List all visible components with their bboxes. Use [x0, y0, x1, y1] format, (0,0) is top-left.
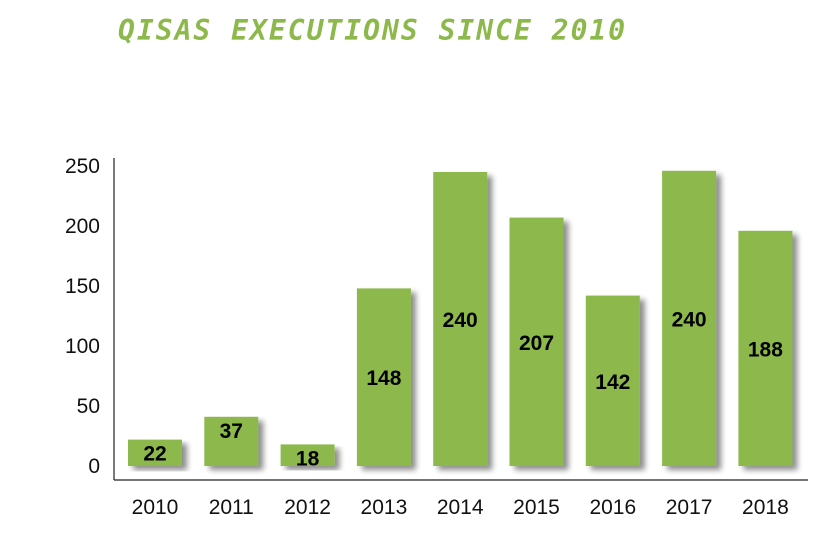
data-labels-group: 22 37 18 148 240 207 142 240 188 — [143, 308, 783, 470]
data-label-2016: 142 — [595, 371, 630, 394]
x-tick-label-2014: 2014 — [437, 496, 484, 519]
data-label-2015: 207 — [519, 332, 554, 355]
y-tick-label-150: 150 — [65, 275, 100, 298]
data-label-2014: 240 — [443, 309, 478, 332]
bar-2015 — [509, 217, 564, 466]
x-tick-label-2016: 2016 — [589, 496, 636, 519]
bar-2010 — [128, 439, 182, 466]
bar-2013 — [356, 288, 411, 466]
bar-2017 — [662, 170, 717, 467]
y-tick-label-250: 250 — [65, 155, 100, 178]
y-tick-label-50: 50 — [77, 395, 100, 418]
data-label-2010: 22 — [143, 443, 166, 466]
y-tick-label-200: 200 — [65, 215, 100, 238]
x-tick-label-2013: 2013 — [361, 496, 408, 519]
x-tick-label-2012: 2012 — [284, 496, 331, 519]
x-axis-tick-labels: 2010 2011 2012 2013 2014 2015 2016 2017 2018 — [132, 496, 789, 519]
data-label-2018: 188 — [748, 338, 783, 361]
bars-group — [128, 170, 793, 467]
x-tick-label-2011: 2011 — [209, 496, 254, 519]
bar-2018 — [738, 230, 793, 466]
y-tick-label-100: 100 — [65, 335, 100, 358]
bar-2011 — [204, 416, 259, 466]
data-label-2011: 37 — [220, 420, 243, 443]
data-label-2013: 148 — [366, 367, 401, 390]
x-tick-label-2018: 2018 — [742, 496, 789, 519]
bar-2012 — [280, 444, 335, 466]
x-tick-label-2017: 2017 — [666, 496, 713, 519]
bar-2014 — [433, 172, 488, 466]
bar-2016 — [585, 295, 640, 466]
chart-title: QISAS EXECUTIONS SINCE 2010 — [118, 14, 628, 47]
y-tick-label-0: 0 — [88, 455, 100, 478]
x-tick-label-2015: 2015 — [513, 496, 560, 519]
data-label-2017: 240 — [672, 308, 707, 331]
data-label-2012: 18 — [296, 447, 320, 470]
y-axis-tick-labels: 0 50 100 150 200 250 — [65, 155, 100, 478]
x-tick-label-2010: 2010 — [132, 496, 179, 519]
